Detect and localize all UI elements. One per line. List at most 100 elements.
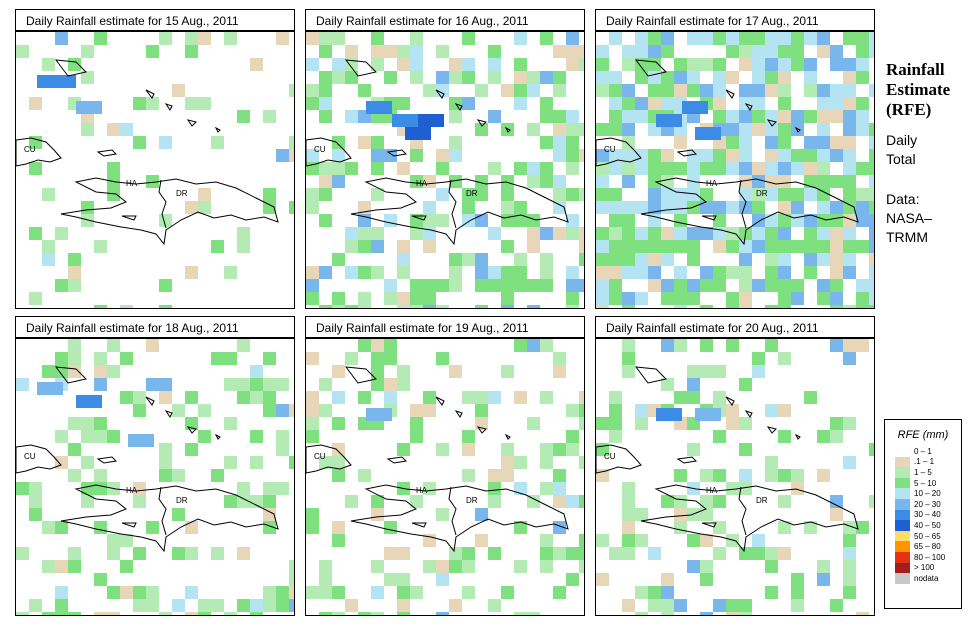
rain-cell (436, 305, 449, 308)
rain-cell (830, 253, 843, 266)
rain-cell (306, 417, 319, 430)
rain-cell (107, 339, 120, 352)
coastline (794, 126, 801, 133)
rain-cell (778, 430, 791, 443)
legend-swatch (895, 456, 910, 468)
rain-cell (869, 32, 874, 45)
rain-cell (306, 508, 319, 521)
rain-cell (830, 45, 843, 58)
rain-cell (410, 495, 423, 508)
rainfall-grid: CU HA DR (306, 339, 584, 615)
rain-cell (609, 253, 622, 266)
rain-cell (107, 430, 120, 443)
rain-cell (817, 110, 830, 123)
data-source-text: Data: NASA– TRMM (886, 191, 932, 245)
rain-cell (540, 227, 553, 240)
rain-cell (843, 266, 856, 279)
rain-cell (527, 123, 540, 136)
rain-cell (514, 32, 527, 45)
rain-cell (830, 175, 843, 188)
rain-cell (856, 339, 869, 352)
rain-cell (609, 71, 622, 84)
rain-cell (540, 534, 553, 547)
rain-cell (449, 71, 462, 84)
map-label-dominican_republic: DR (756, 496, 768, 505)
rain-cell (237, 391, 250, 404)
rain-cell (449, 175, 462, 188)
rain-cell (16, 45, 29, 58)
rain-cell (791, 279, 804, 292)
rain-cell (856, 305, 869, 308)
rain-cell (674, 469, 687, 482)
rainfall-grid: CU HA DR (16, 339, 294, 615)
panel-title: Daily Rainfall estimate for 20 Aug., 201… (595, 316, 875, 338)
rain-cell (332, 292, 345, 305)
legend-item: 65 – 80 (895, 541, 961, 552)
rain-cell (817, 149, 830, 162)
country-border (158, 486, 167, 536)
rain-cell (146, 45, 159, 58)
rain-cell (371, 149, 384, 162)
rain-cell (765, 32, 778, 45)
rain-cell (345, 162, 358, 175)
rain-cell (869, 45, 874, 58)
rain-cell (423, 404, 436, 417)
rain-cell (198, 404, 211, 417)
rain-cell (622, 352, 635, 365)
legend-label: 40 – 50 (914, 520, 941, 530)
rain-cell (622, 175, 635, 188)
rain-cell (687, 71, 700, 84)
rain-cell (410, 58, 423, 71)
period-text: Daily Total (886, 132, 918, 167)
coastline (121, 522, 137, 528)
rain-cell (596, 305, 609, 308)
rain-cell (635, 45, 648, 58)
rain-cell (332, 521, 345, 534)
rain-cell (843, 201, 856, 214)
rain-cell (198, 599, 211, 612)
rain-cell (566, 149, 579, 162)
rain-cell (371, 188, 384, 201)
rain-cell (276, 482, 289, 495)
rain-cell (553, 188, 566, 201)
rain-cell (120, 586, 133, 599)
rain-cell (263, 378, 276, 391)
rain-cell (358, 84, 371, 97)
rain-cell (869, 279, 874, 292)
rain-cell (713, 240, 726, 253)
rain-cell (237, 378, 250, 391)
rain-cell (397, 573, 410, 586)
rain-cell (397, 266, 410, 279)
rain-cell (843, 71, 856, 84)
rain-cell (514, 97, 527, 110)
rain-cell (514, 201, 527, 214)
rain-cell (237, 240, 250, 253)
rain-cell (133, 495, 146, 508)
rain-cell (687, 534, 700, 547)
rain-cell (81, 201, 94, 214)
rain-cell (687, 253, 700, 266)
rain-cell (29, 136, 42, 149)
rain-cell (185, 201, 198, 214)
rain-cell (661, 162, 674, 175)
rain-cell (726, 240, 739, 253)
rain-cell (289, 84, 294, 97)
rain-cell (475, 214, 488, 227)
rain-cell (185, 266, 198, 279)
rain-cell (553, 443, 566, 456)
rain-cell (856, 188, 869, 201)
rain-cell (566, 162, 579, 175)
rain-cell (843, 32, 856, 45)
rain-cell (778, 110, 791, 123)
rain-cell (726, 162, 739, 175)
rain-cell (410, 292, 423, 305)
rain-cell (661, 495, 674, 508)
rain-cell (752, 58, 765, 71)
rain-cell (488, 58, 501, 71)
rain-cell (423, 391, 436, 404)
rain-cell (319, 573, 332, 586)
rain-cell (817, 573, 830, 586)
rain-cell (224, 352, 237, 365)
rain-cell (830, 110, 843, 123)
rain-cell (527, 495, 540, 508)
